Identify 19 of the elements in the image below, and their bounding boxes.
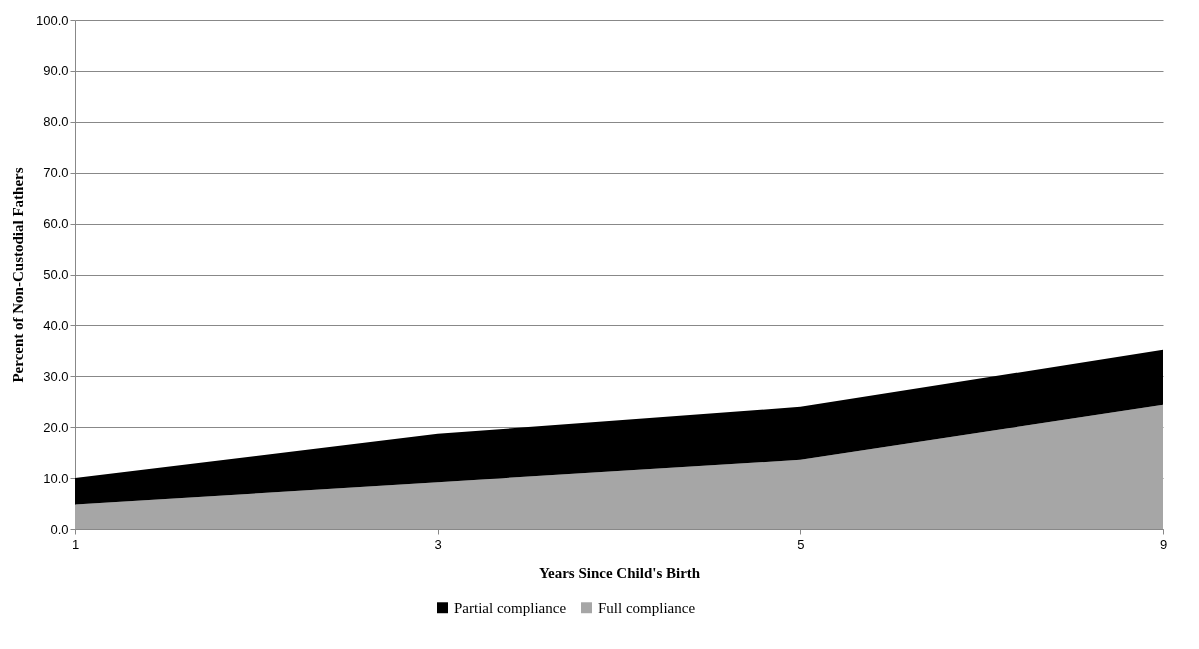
x-tick-label: 5 (797, 536, 805, 552)
y-tick-label: 20.0 (43, 419, 69, 435)
y-tick-label: 60.0 (43, 216, 69, 232)
y-tick-label: 100.0 (35, 12, 69, 28)
y-tick-label: 30.0 (43, 368, 69, 384)
y-tick-label: 0.0 (50, 521, 69, 537)
x-tick-label: 3 (434, 536, 442, 552)
y-tick-label: 80.0 (43, 114, 69, 130)
x-tick-label: 9 (1159, 536, 1168, 552)
legend-label: Partial compliance (454, 599, 567, 616)
legend-label: Full compliance (598, 599, 696, 616)
y-axis-title: Percent of Non-Custodial Fathers (9, 167, 26, 383)
y-tick-label: 10.0 (43, 470, 69, 486)
y-tick-label: 40.0 (43, 317, 69, 333)
y-tick-label: 70.0 (43, 165, 69, 181)
x-axis-title: Years Since Child's Birth (538, 564, 701, 581)
y-tick-label: 50.0 (43, 267, 69, 282)
x-tick-label: 1 (71, 536, 80, 552)
y-tick-label: 90.0 (43, 63, 69, 79)
